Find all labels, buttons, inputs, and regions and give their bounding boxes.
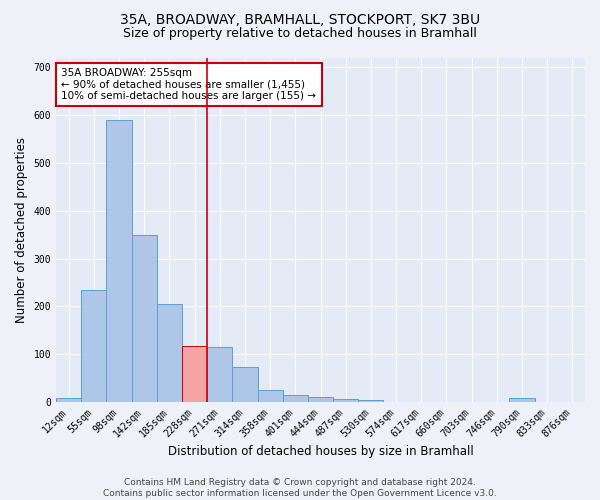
Bar bbox=[56, 398, 81, 402]
Bar bbox=[509, 398, 535, 402]
Bar bbox=[106, 120, 131, 402]
Bar bbox=[333, 399, 358, 402]
Bar bbox=[358, 400, 383, 402]
Y-axis label: Number of detached properties: Number of detached properties bbox=[15, 137, 28, 323]
Bar bbox=[131, 234, 157, 402]
Bar bbox=[157, 304, 182, 402]
Text: Size of property relative to detached houses in Bramhall: Size of property relative to detached ho… bbox=[123, 28, 477, 40]
Bar bbox=[232, 367, 257, 402]
Text: 35A BROADWAY: 255sqm
← 90% of detached houses are smaller (1,455)
10% of semi-de: 35A BROADWAY: 255sqm ← 90% of detached h… bbox=[61, 68, 316, 101]
Bar bbox=[182, 346, 207, 402]
X-axis label: Distribution of detached houses by size in Bramhall: Distribution of detached houses by size … bbox=[167, 444, 473, 458]
Bar bbox=[207, 347, 232, 402]
Bar bbox=[81, 290, 106, 402]
Text: Contains HM Land Registry data © Crown copyright and database right 2024.
Contai: Contains HM Land Registry data © Crown c… bbox=[103, 478, 497, 498]
Bar bbox=[308, 398, 333, 402]
Bar bbox=[257, 390, 283, 402]
Text: 35A, BROADWAY, BRAMHALL, STOCKPORT, SK7 3BU: 35A, BROADWAY, BRAMHALL, STOCKPORT, SK7 … bbox=[120, 12, 480, 26]
Bar bbox=[283, 396, 308, 402]
